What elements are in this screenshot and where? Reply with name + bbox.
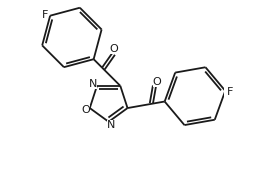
Text: O: O <box>81 105 90 115</box>
Text: F: F <box>42 10 48 20</box>
Text: N: N <box>107 120 115 130</box>
Text: F: F <box>226 87 233 97</box>
Text: O: O <box>109 44 118 54</box>
Text: N: N <box>88 79 97 89</box>
Text: O: O <box>153 77 161 87</box>
